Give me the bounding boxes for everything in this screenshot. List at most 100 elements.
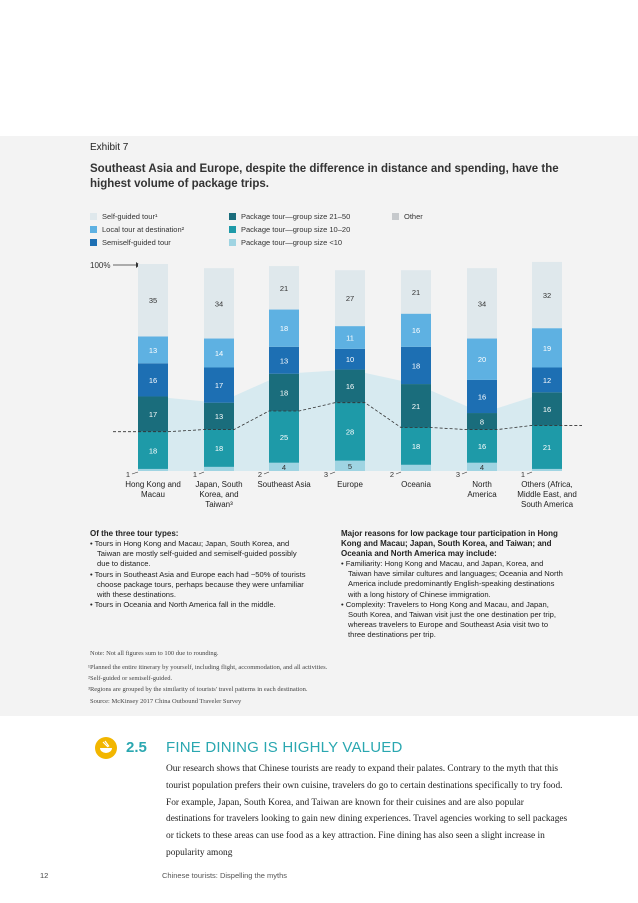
- data-label: 27: [346, 294, 354, 303]
- data-label: 4: [282, 463, 286, 472]
- right-notes-heading: Major reasons for low package tour parti…: [341, 529, 558, 558]
- bottom-marker-line: [526, 471, 533, 475]
- data-label: 28: [346, 428, 354, 437]
- bar-segment: [335, 326, 365, 349]
- package-total-line: [113, 402, 582, 433]
- legend-item: Package tour—group size 10–20: [229, 225, 350, 234]
- left-note-2: • Tours in Southeast Asia and Europe eac…: [90, 569, 306, 600]
- data-label: 18: [149, 446, 157, 455]
- right-notes: Major reasons for low package tour parti…: [341, 529, 566, 641]
- bar-segment: [532, 425, 562, 469]
- left-notes: Of the three tour types: • Tours in Hong…: [90, 529, 310, 610]
- bottom-marker-line: [395, 471, 402, 475]
- bar-segment: [467, 429, 497, 463]
- bar-segment: [269, 309, 299, 347]
- left-note-3: • Tours in Oceania and North America fal…: [90, 600, 276, 610]
- left-notes-heading: Of the three tour types:: [90, 529, 179, 538]
- legend-swatch: [90, 213, 97, 220]
- data-label: 20: [478, 355, 486, 364]
- data-label: 14: [215, 349, 223, 358]
- legend-item: Self-guided tour¹: [90, 212, 157, 221]
- bar-segment: [401, 464, 431, 471]
- category-label: Oceania: [401, 480, 431, 489]
- bottom-marker-line: [198, 471, 205, 475]
- data-label: 16: [412, 326, 420, 335]
- bar-segment: [269, 462, 299, 471]
- data-label: 16: [478, 392, 486, 401]
- data-label: 18: [280, 388, 288, 397]
- data-label: 34: [215, 299, 223, 308]
- legend-swatch: [90, 239, 97, 246]
- bar-segment: [335, 369, 365, 403]
- data-label: 18: [412, 361, 420, 370]
- bar-segment: [467, 268, 497, 339]
- data-label: 16: [543, 405, 551, 414]
- bar-segment: [401, 270, 431, 314]
- data-label: 21: [412, 402, 420, 411]
- footnote-3: ³Regions are grouped by the similarity o…: [88, 686, 308, 693]
- data-label: 11: [346, 333, 354, 342]
- legend-item: Other: [392, 212, 423, 221]
- bar-segment: [269, 410, 299, 463]
- legend-item: Package tour—group size <10: [229, 238, 342, 247]
- legend-label: Package tour—group size <10: [241, 238, 343, 247]
- legend-swatch: [392, 213, 399, 220]
- category-label: Others (Africa, Middle East, and South A…: [517, 480, 577, 509]
- legend-label: Semiself-guided tour: [102, 238, 171, 247]
- footer-text: Chinese tourists: Dispelling the myths: [162, 871, 288, 880]
- left-note-1: • Tours in Hong Kong and Macau; Japan, S…: [90, 539, 297, 569]
- axis-100-label: 100%: [90, 261, 111, 270]
- data-label: 18: [412, 442, 420, 451]
- right-note-1: • Familiarity: Hong Kong and Macau, and …: [341, 559, 563, 599]
- bottom-marker: 1: [126, 470, 130, 479]
- legend-label: Other: [404, 212, 423, 221]
- bar-segment: [401, 427, 431, 465]
- source-note: Source: McKinsey 2017 China Outbound Tra…: [90, 698, 242, 705]
- bar-segment: [335, 402, 365, 461]
- legend-item: Package tour—group size 21–50: [229, 212, 350, 221]
- data-label: 34: [478, 299, 486, 308]
- bar-segment: [467, 462, 497, 471]
- data-label: 21: [280, 284, 288, 293]
- data-label: 10: [346, 355, 354, 364]
- section-body: Our research shows that Chinese tourists…: [166, 764, 568, 858]
- bar-segment: [204, 466, 234, 471]
- data-label: 35: [149, 296, 157, 305]
- bar-segment: [204, 338, 234, 368]
- bar-segment: [269, 266, 299, 310]
- bottom-marker-line: [461, 471, 468, 475]
- bottom-marker-line: [131, 471, 139, 475]
- data-label: 16: [478, 442, 486, 451]
- data-label: 18: [215, 444, 223, 453]
- page-number: 12: [40, 871, 49, 880]
- bar-segment: [532, 392, 562, 426]
- bottom-marker: 3: [324, 470, 328, 479]
- category-label: Southeast Asia: [257, 480, 311, 489]
- section-number: 2.5: [126, 739, 147, 756]
- data-label: 25: [280, 433, 288, 442]
- category-label: Hong Kong and Macau: [125, 480, 181, 499]
- category-label: Japan, South Korea, and Taiwan³: [195, 480, 243, 509]
- data-label: 19: [543, 344, 551, 353]
- bar-segment: [335, 348, 365, 370]
- bottom-marker-line: [263, 471, 270, 475]
- data-label: 12: [543, 376, 551, 385]
- legend-swatch: [229, 239, 236, 246]
- bar-segment: [467, 379, 497, 414]
- category-label: Europe: [337, 480, 363, 489]
- bar-segment: [138, 468, 168, 471]
- bottom-marker: 1: [193, 470, 197, 479]
- legend-swatch: [229, 213, 236, 220]
- bar-segment: [532, 367, 562, 393]
- bar-segment: [204, 402, 234, 430]
- data-label: 18: [280, 324, 288, 333]
- footnote-note: Note: Not all figures sum to 100 due to …: [90, 650, 219, 657]
- legend-label: Local tour at destination²: [102, 225, 185, 234]
- bottom-marker: 1: [521, 470, 525, 479]
- data-label: 16: [346, 382, 354, 391]
- data-label: 13: [215, 412, 223, 421]
- data-label: 21: [543, 443, 551, 452]
- bar-segment: [204, 268, 234, 339]
- legend-item: Semiself-guided tour: [90, 238, 171, 247]
- data-label: 17: [149, 410, 157, 419]
